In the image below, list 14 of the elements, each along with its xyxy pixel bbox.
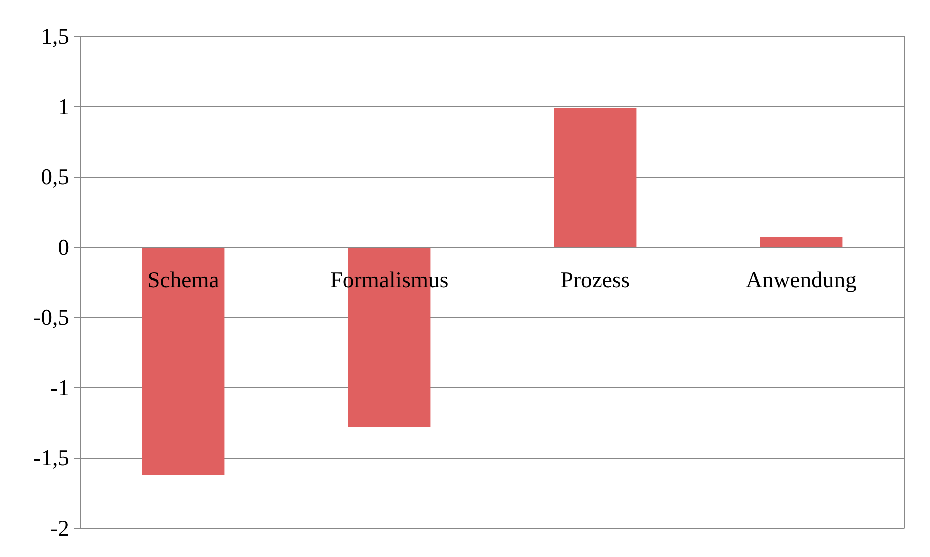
y-tick-label: -2 — [50, 516, 70, 541]
bar — [760, 238, 843, 248]
y-tick-label: 1,5 — [41, 24, 70, 49]
y-tick-label: 0 — [58, 234, 70, 260]
bar — [142, 247, 225, 476]
x-tick-label: Prozess — [560, 267, 630, 292]
y-tick-label: -1 — [50, 375, 70, 400]
y-tick-label: 1 — [58, 94, 70, 120]
y-tick-label: -0,5 — [34, 305, 70, 330]
y-tick-label: 0,5 — [41, 164, 70, 190]
y-tick-label: -1,5 — [34, 446, 70, 471]
x-tick-label: Anwendung — [746, 267, 857, 292]
x-tick-label: Schema — [148, 267, 220, 292]
bar — [554, 108, 637, 248]
